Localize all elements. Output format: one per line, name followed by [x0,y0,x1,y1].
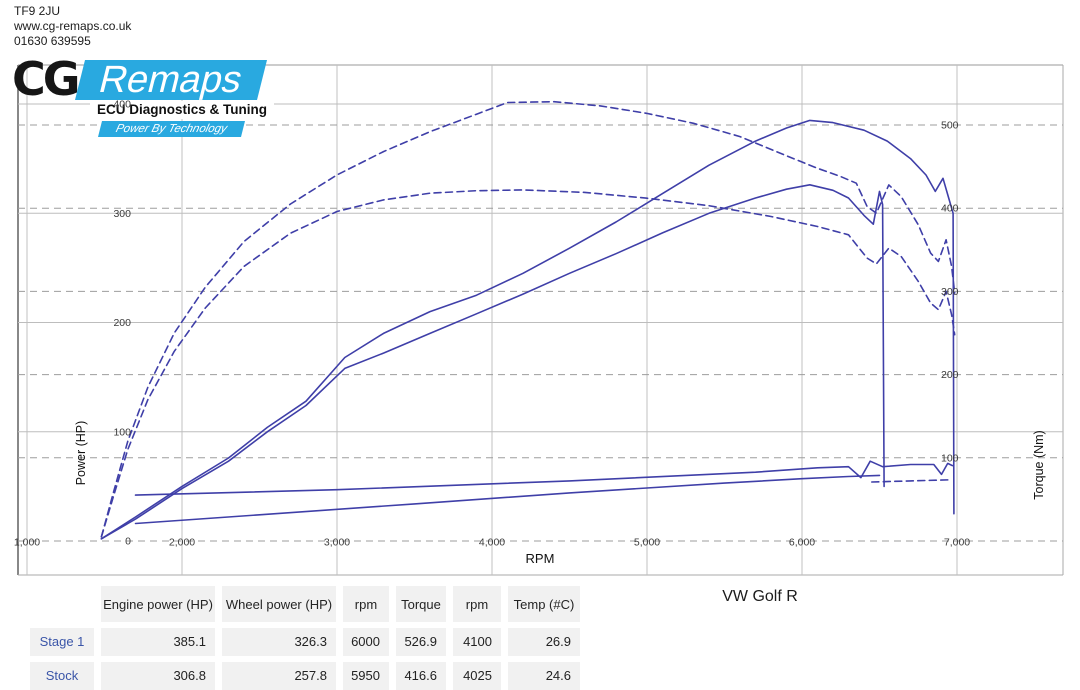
logo-tagline-diagnostics: ECU Diagnostics & Tuning [90,101,275,119]
results-table: Engine power (HP) Wheel power (HP) rpm Torq… [30,586,580,690]
x-tick-2000: 2,000 [169,537,195,549]
nm-tick-400: 400 [941,203,959,215]
logo-main-row: CG Remaps [12,52,274,106]
row-1-value-1: 257.8 [222,662,336,690]
nm-tick-200: 200 [941,369,959,381]
row-0-value-4: 4100 [453,628,501,656]
nm-tick-100: 100 [941,452,959,464]
table-header-blank [30,586,94,622]
hp-tick-200: 200 [113,317,131,329]
website-text: www.cg-remaps.co.uk [14,19,132,33]
nm-tick-300: 300 [941,286,959,298]
cg-remaps-logo: CG Remaps ECU Diagnostics & Tuning Power… [12,52,275,137]
nm-tick-500: 500 [941,120,959,132]
curve-stage1-wheel-power-hp [100,184,885,540]
row-0-value-2: 6000 [343,628,389,656]
curve-stage1-torque-nm [100,100,956,538]
table-header-5: rpm [453,586,501,622]
hp-tick-300: 300 [113,208,131,220]
row-label-0: Stage 1 [30,628,94,656]
row-0-value-3: 526.9 [396,628,446,656]
vehicle-name: VW Golf R [722,588,798,605]
logo-remaps-text: Remaps [94,59,247,101]
x-tick-5000: 5,000 [634,537,660,549]
contact-block: TF9 2JU www.cg-remaps.co.uk 01630 639595 [14,4,131,49]
x-axis-title: RPM [526,551,555,566]
right-axis-title: Torque (Nm) [1032,430,1046,499]
x-tick-4000: 4,000 [479,537,505,549]
curve-aux-dashed-tail [871,479,952,483]
table-header-2: Wheel power (HP) [222,586,336,622]
logo-tagline-power: Power By Technology [98,121,245,137]
table-header-1: Engine power (HP) [101,586,215,622]
curve-stage1-engine-power-hp [100,119,955,540]
table-header-3: rpm [343,586,389,622]
left-axis-title: Power (HP) [74,421,88,486]
row-1-value-4: 4025 [453,662,501,690]
curve-stock-torque-nm [100,189,956,538]
postcode-text: TF9 2JU [14,4,61,18]
x-tick-6000: 6,000 [789,537,815,549]
x-tick-3000: 3,000 [324,537,350,549]
x-tick-7000: 7,000 [944,537,970,549]
row-0-value-1: 326.3 [222,628,336,656]
row-1-value-3: 416.6 [396,662,446,690]
logo-cg-text: CG [12,52,80,106]
curve-aux-lower-line [134,474,881,525]
row-label-1: Stock [30,662,94,690]
table-header-6: Temp (#C) [508,586,580,622]
row-0-value-5: 26.9 [508,628,580,656]
row-0-value-0: 385.1 [101,628,215,656]
curve-aux-upper-line [134,460,954,496]
phone-text: 01630 639595 [14,34,91,48]
x-tick-1000: 1,000 [14,537,40,549]
row-1-value-2: 5950 [343,662,389,690]
table-header-4: Torque [396,586,446,622]
row-1-value-0: 306.8 [101,662,215,690]
row-1-value-5: 24.6 [508,662,580,690]
logo-remaps-band: Remaps [74,59,267,101]
hp-tick-100: 100 [113,426,131,438]
hp-tick-0: 0 [125,536,131,548]
